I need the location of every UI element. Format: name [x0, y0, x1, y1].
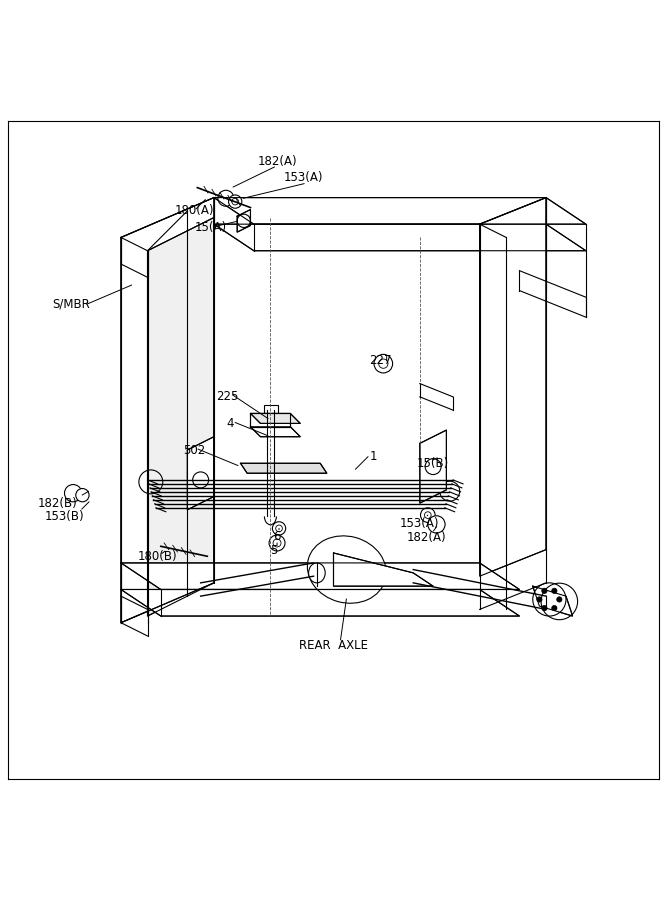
Polygon shape	[420, 430, 446, 503]
Text: 182(A): 182(A)	[407, 531, 446, 544]
Polygon shape	[187, 436, 214, 509]
Text: 15(B): 15(B)	[417, 457, 450, 470]
Text: 180(A): 180(A)	[174, 204, 213, 218]
Text: 153(A): 153(A)	[400, 517, 440, 529]
Text: 182(B): 182(B)	[38, 497, 78, 509]
Text: 182(A): 182(A)	[257, 155, 297, 167]
Polygon shape	[241, 464, 327, 473]
Circle shape	[272, 522, 285, 535]
Polygon shape	[480, 198, 546, 576]
Circle shape	[537, 597, 542, 602]
Polygon shape	[251, 413, 290, 427]
Circle shape	[557, 597, 562, 602]
Text: 502: 502	[183, 444, 205, 456]
FancyBboxPatch shape	[264, 406, 277, 413]
Text: 15(A): 15(A)	[195, 221, 227, 234]
Text: 1: 1	[370, 450, 377, 464]
Circle shape	[542, 606, 547, 611]
Text: 6: 6	[273, 530, 281, 543]
Circle shape	[552, 606, 557, 611]
Text: 225: 225	[216, 391, 238, 403]
Circle shape	[229, 195, 242, 208]
Circle shape	[76, 489, 89, 502]
Polygon shape	[533, 586, 573, 616]
Polygon shape	[214, 224, 586, 251]
Text: S/MBR: S/MBR	[52, 297, 90, 310]
Polygon shape	[251, 427, 300, 436]
Polygon shape	[121, 590, 520, 616]
Circle shape	[552, 589, 557, 593]
Polygon shape	[147, 218, 214, 616]
Circle shape	[428, 516, 445, 533]
Text: 180(B): 180(B)	[137, 550, 177, 562]
Polygon shape	[251, 413, 300, 423]
Text: 153(B): 153(B)	[45, 510, 84, 523]
Polygon shape	[214, 198, 586, 224]
Text: 4: 4	[227, 417, 234, 430]
Circle shape	[269, 535, 285, 551]
Circle shape	[542, 589, 547, 593]
Ellipse shape	[307, 536, 386, 603]
Text: REAR  AXLE: REAR AXLE	[299, 639, 368, 652]
Circle shape	[65, 484, 82, 502]
Circle shape	[533, 583, 566, 617]
Circle shape	[374, 355, 393, 373]
Circle shape	[420, 508, 435, 522]
Polygon shape	[237, 210, 251, 232]
Polygon shape	[121, 562, 520, 590]
Polygon shape	[121, 198, 214, 623]
FancyBboxPatch shape	[264, 416, 277, 423]
Ellipse shape	[309, 562, 325, 583]
Circle shape	[218, 190, 234, 206]
Text: 153(A): 153(A)	[284, 171, 323, 184]
Text: 5: 5	[270, 544, 277, 557]
Text: 227: 227	[369, 354, 392, 367]
Polygon shape	[334, 553, 433, 586]
